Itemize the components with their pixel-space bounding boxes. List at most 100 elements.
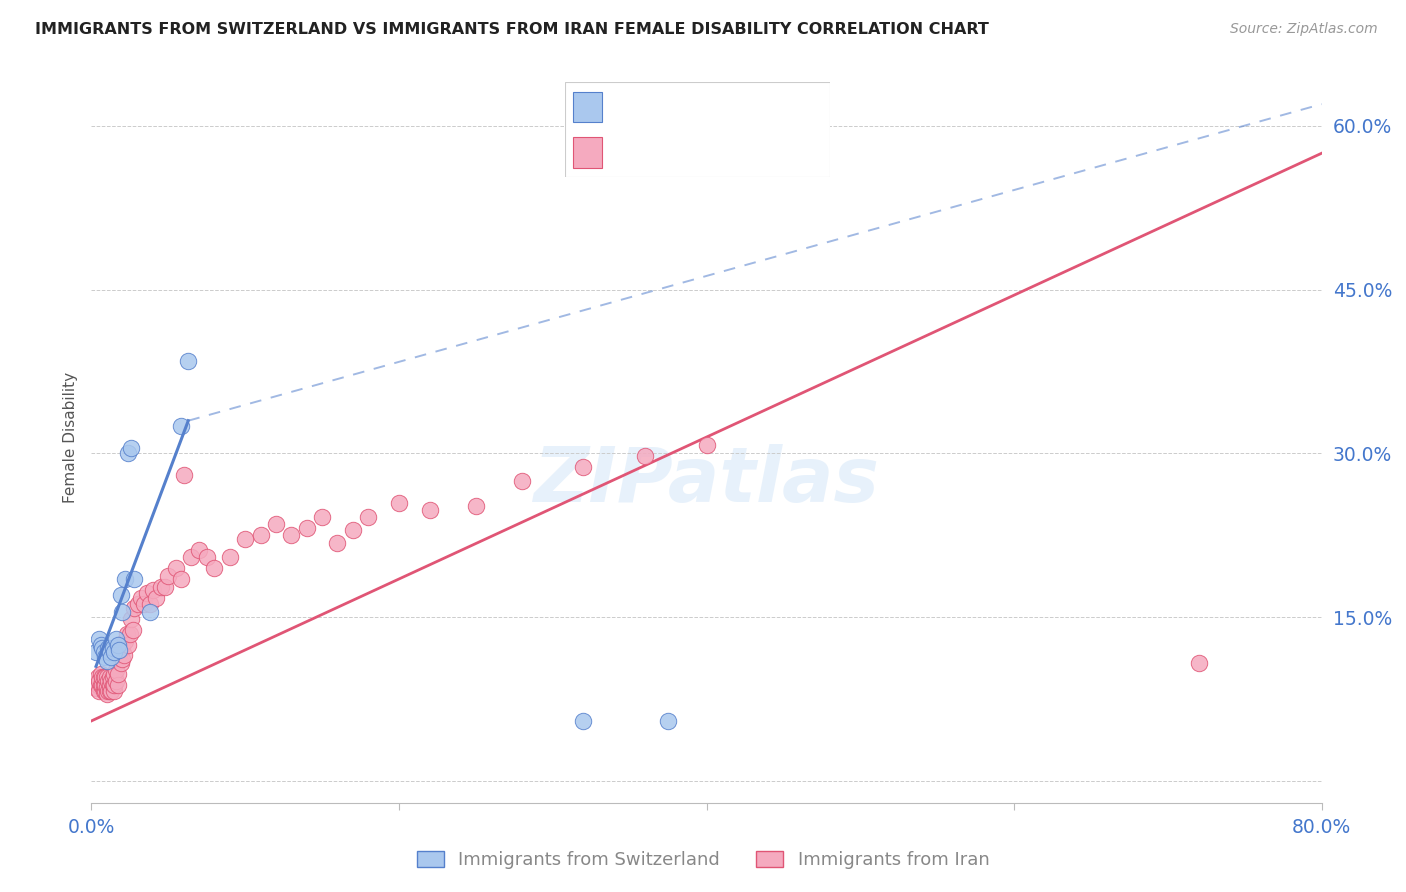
Point — [127, 597, 149, 611]
Point — [93, 645, 115, 659]
Point — [96, 654, 118, 668]
Point — [111, 605, 134, 619]
Point — [202, 561, 225, 575]
Point — [357, 509, 380, 524]
Point — [103, 667, 125, 681]
Point — [122, 624, 145, 638]
Point — [94, 678, 117, 692]
Point — [264, 517, 287, 532]
Point — [117, 446, 139, 460]
Point — [101, 678, 124, 692]
Point — [165, 561, 187, 575]
Text: ZIPatlas: ZIPatlas — [533, 444, 880, 518]
Point — [111, 640, 134, 655]
Point — [188, 542, 211, 557]
Point — [100, 684, 122, 698]
Point — [139, 597, 162, 611]
Point — [280, 528, 302, 542]
Point — [177, 353, 200, 368]
Text: Source: ZipAtlas.com: Source: ZipAtlas.com — [1230, 22, 1378, 37]
Point — [112, 648, 135, 663]
Text: IMMIGRANTS FROM SWITZERLAND VS IMMIGRANTS FROM IRAN FEMALE DISABILITY CORRELATIO: IMMIGRANTS FROM SWITZERLAND VS IMMIGRANT… — [35, 22, 988, 37]
Point — [115, 626, 138, 640]
Point — [107, 678, 129, 692]
Point — [93, 678, 115, 692]
Point — [84, 681, 107, 695]
Point — [93, 670, 115, 684]
Point — [169, 419, 191, 434]
Point — [139, 605, 162, 619]
Point — [634, 449, 657, 463]
Point — [105, 673, 127, 688]
Point — [118, 626, 141, 640]
Point — [342, 523, 364, 537]
Point — [84, 645, 107, 659]
Point — [120, 612, 142, 626]
Point — [105, 632, 127, 646]
Point — [572, 714, 595, 728]
Point — [657, 714, 679, 728]
Point — [510, 474, 533, 488]
Point — [135, 586, 157, 600]
Point — [90, 638, 112, 652]
Point — [311, 509, 333, 524]
Point — [173, 468, 195, 483]
Legend: Immigrants from Switzerland, Immigrants from Iran: Immigrants from Switzerland, Immigrants … — [408, 842, 998, 879]
Point — [100, 673, 122, 688]
Point — [153, 580, 177, 594]
Point — [124, 572, 146, 586]
Point — [101, 670, 124, 684]
Point — [94, 649, 117, 664]
Point — [233, 532, 256, 546]
Point — [87, 673, 110, 688]
Point — [114, 572, 136, 586]
Point — [110, 588, 132, 602]
Point — [96, 687, 118, 701]
Point — [195, 550, 218, 565]
Point — [91, 640, 114, 655]
Point — [107, 638, 129, 652]
Point — [105, 663, 127, 677]
Point — [142, 582, 165, 597]
Point — [110, 643, 132, 657]
Point — [98, 678, 121, 692]
Point — [120, 441, 142, 455]
Point — [326, 536, 349, 550]
Point — [572, 459, 595, 474]
Point — [86, 670, 108, 684]
Point — [218, 550, 240, 565]
Point — [97, 673, 120, 688]
Point — [98, 645, 121, 659]
Point — [464, 499, 486, 513]
Point — [93, 684, 115, 698]
Point — [388, 495, 411, 509]
Point — [132, 597, 155, 611]
Point — [90, 667, 112, 681]
Point — [94, 670, 117, 684]
Point — [107, 667, 129, 681]
Point — [96, 680, 118, 694]
Point — [249, 528, 271, 542]
Point — [97, 684, 120, 698]
Point — [103, 684, 125, 698]
Point — [98, 670, 121, 684]
Point — [111, 651, 134, 665]
Point — [1187, 656, 1209, 670]
Point — [86, 678, 108, 692]
Point — [149, 580, 172, 594]
Point — [129, 591, 152, 605]
Point — [97, 640, 120, 655]
Point — [98, 684, 121, 698]
Point — [87, 632, 110, 646]
Point — [101, 640, 124, 655]
Point — [103, 678, 125, 692]
Point — [124, 601, 146, 615]
Point — [145, 591, 167, 605]
Point — [169, 572, 191, 586]
Point — [419, 503, 441, 517]
Point — [94, 684, 117, 698]
Point — [103, 645, 125, 659]
Point — [157, 568, 180, 582]
Point — [83, 675, 105, 690]
Point — [87, 684, 110, 698]
